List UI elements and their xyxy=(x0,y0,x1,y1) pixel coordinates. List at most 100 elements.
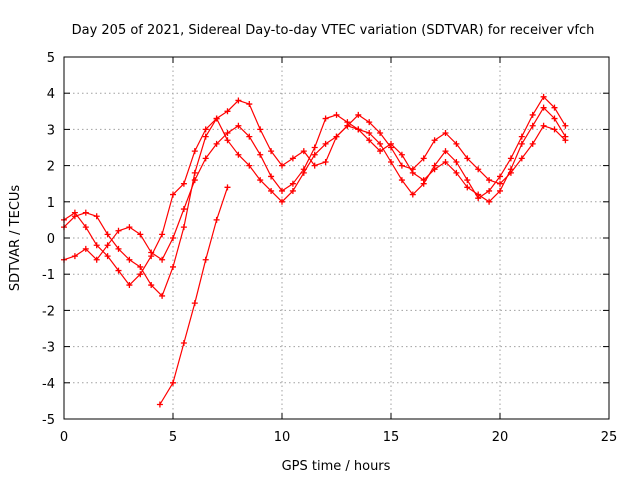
data-point xyxy=(464,184,471,191)
data-point xyxy=(202,256,209,263)
data-point xyxy=(137,271,144,278)
data-point xyxy=(148,253,155,260)
data-point xyxy=(202,133,209,140)
grid-lines xyxy=(64,57,609,419)
data-point xyxy=(180,224,187,231)
data-point xyxy=(82,224,89,231)
data-point xyxy=(420,177,427,184)
data-point xyxy=(551,115,558,122)
data-point xyxy=(333,111,340,118)
data-point xyxy=(355,126,362,133)
data-point xyxy=(191,148,198,155)
data-point xyxy=(540,93,547,100)
data-point xyxy=(420,155,427,162)
data-point xyxy=(344,122,351,129)
data-point xyxy=(104,242,111,249)
data-point xyxy=(104,253,111,260)
data-point xyxy=(268,173,275,180)
y-tick-label: 0 xyxy=(47,232,55,247)
data-point xyxy=(224,130,231,137)
data-point xyxy=(464,177,471,184)
data-point xyxy=(202,126,209,133)
data-point xyxy=(82,245,89,252)
data-point xyxy=(497,173,503,180)
data-point xyxy=(464,155,471,162)
data-point xyxy=(246,101,253,108)
data-point xyxy=(486,187,493,194)
data-point xyxy=(224,137,231,144)
data-point xyxy=(431,137,438,144)
data-point xyxy=(104,231,111,238)
data-point xyxy=(322,140,329,147)
data-point xyxy=(409,166,416,173)
data-point xyxy=(191,300,198,307)
data-point xyxy=(137,231,144,238)
data-point xyxy=(322,158,329,165)
data-point xyxy=(71,209,78,216)
data-point xyxy=(551,126,558,133)
data-point xyxy=(311,151,318,158)
data-point xyxy=(551,104,558,111)
data-point xyxy=(137,263,144,270)
x-tick-label: 25 xyxy=(601,430,618,445)
data-point xyxy=(279,198,285,205)
data-point xyxy=(257,151,264,158)
data-point xyxy=(486,198,493,205)
data-point xyxy=(202,155,209,162)
series-track-c xyxy=(61,111,569,289)
data-point xyxy=(246,162,253,169)
axis-ticks: 0 5 10 15 20 25 -5 -4 -3 -2 -1 0 1 2 3 4 5 xyxy=(42,51,617,445)
data-point xyxy=(289,187,296,194)
data-point xyxy=(180,180,187,187)
data-point xyxy=(398,177,405,184)
data-point xyxy=(93,242,100,249)
data-point xyxy=(191,177,198,184)
data-point xyxy=(453,169,460,176)
data-point xyxy=(289,155,296,162)
data-point xyxy=(431,166,438,173)
data-point xyxy=(115,245,122,252)
data-point xyxy=(71,253,78,260)
x-tick-label: 5 xyxy=(169,430,177,445)
data-point xyxy=(311,144,318,151)
y-tick-label: -1 xyxy=(42,268,55,283)
data-point xyxy=(442,130,449,137)
y-tick-label: 5 xyxy=(47,51,55,66)
data-point xyxy=(126,282,133,289)
data-point xyxy=(115,267,122,274)
data-point xyxy=(562,122,569,129)
data-point xyxy=(268,187,275,194)
data-point xyxy=(213,140,220,147)
data-point xyxy=(366,119,373,126)
data-point xyxy=(453,140,460,147)
data-point xyxy=(540,122,547,129)
x-tick-label: 20 xyxy=(492,430,509,445)
data-point xyxy=(82,209,89,216)
data-point xyxy=(355,111,362,118)
data-point xyxy=(224,108,231,115)
y-tick-label: 3 xyxy=(47,123,55,138)
y-tick-label: 1 xyxy=(47,196,55,211)
y-tick-label: -5 xyxy=(42,413,55,428)
y-tick-label: -3 xyxy=(42,341,55,356)
data-point xyxy=(453,158,460,165)
data-point xyxy=(442,148,449,155)
data-point xyxy=(377,130,384,137)
data-point xyxy=(126,224,133,231)
data-point xyxy=(333,133,340,140)
data-point xyxy=(497,180,503,187)
data-point xyxy=(518,155,525,162)
data-point xyxy=(191,169,198,176)
data-point xyxy=(213,115,220,122)
y-axis-label: SDTVAR / TECUs xyxy=(8,185,23,292)
data-point xyxy=(409,191,416,198)
data-point xyxy=(507,155,514,162)
y-tick-label: -2 xyxy=(42,304,55,319)
data-point xyxy=(180,206,187,213)
data-point xyxy=(257,177,264,184)
data-point xyxy=(156,401,163,408)
data-point xyxy=(170,263,176,270)
data-point xyxy=(540,104,547,111)
data-point xyxy=(377,140,384,147)
data-point xyxy=(475,191,482,198)
